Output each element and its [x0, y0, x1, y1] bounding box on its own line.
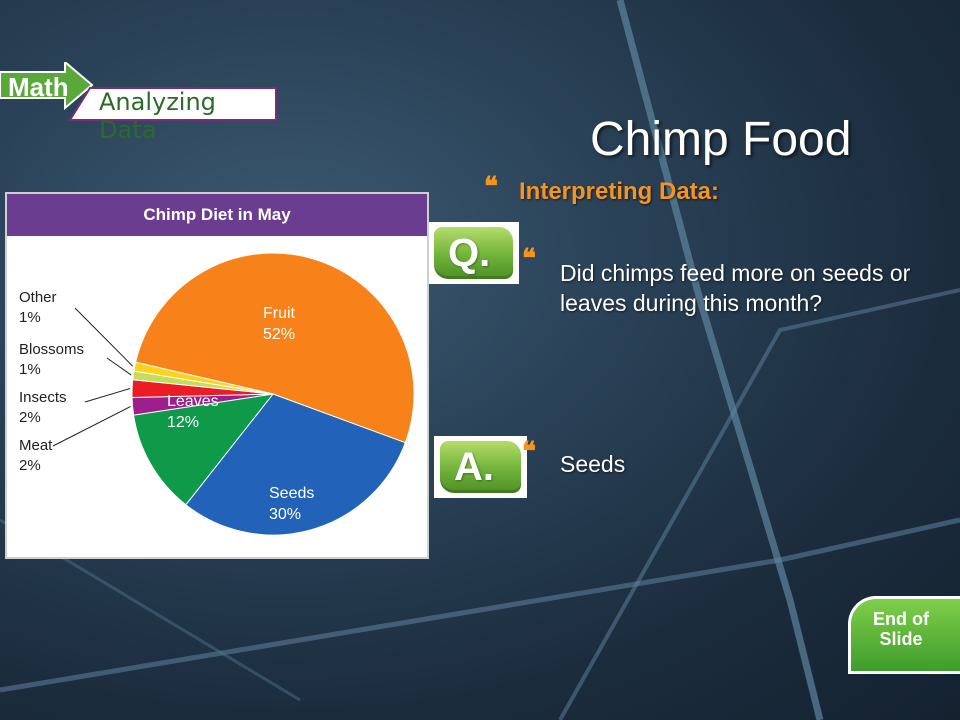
quote-bullet-icon: ❝	[484, 172, 498, 202]
slice-value-other: 1%	[19, 309, 41, 326]
analyzing-data-label: Analyzing Data	[99, 88, 216, 144]
math-label: Math	[8, 72, 69, 102]
pie-chart: Fruit 52% Seeds 30% Leaves 12% Meat 2% Insects 2%…	[19, 252, 415, 536]
answer-text: Seeds	[560, 451, 626, 477]
slice-value-blossoms: 1%	[19, 361, 41, 378]
chart-title: Chimp Diet in May	[143, 205, 291, 224]
slice-value-meat: 2%	[19, 457, 41, 474]
slice-name-seeds: Seeds	[269, 485, 314, 502]
slide-title: Chimp Food	[590, 113, 852, 166]
question-badge: Q.	[428, 222, 519, 284]
end-of-slide-button[interactable]: End of Slide	[848, 596, 960, 674]
pie-slice-seeds	[185, 393, 406, 536]
answer-badge: A.	[434, 436, 527, 498]
quote-bullet-icon: ❝	[522, 244, 536, 274]
question-badge-letter: Q.	[448, 231, 491, 275]
math-analyzing-data-banner: Math Analyzing Data	[0, 59, 280, 144]
answer-badge-letter: A.	[454, 445, 494, 489]
interpreting-data-heading: Interpreting Data:	[519, 178, 720, 205]
leader-line-insects	[84, 388, 131, 403]
chimp-diet-chart: Chimp Diet in May Fruit 52% Seeds 30% Leaves…	[5, 192, 429, 559]
banner-shape	[0, 59, 277, 121]
chart-header: Chimp Diet in May	[7, 194, 427, 236]
slice-name-blossoms: Blossoms	[19, 341, 84, 358]
slice-name-fruit: Fruit	[263, 305, 296, 322]
end-of-slide-label: End of Slide	[873, 609, 929, 649]
leader-line-meat	[52, 406, 131, 447]
pie-slice-leaves	[133, 393, 275, 506]
slice-value-seeds: 30%	[269, 506, 301, 523]
leader-line-other	[74, 307, 134, 367]
question-text: Did chimps feed more on seeds or leaves …	[560, 260, 911, 316]
leader-line-blossoms	[106, 357, 132, 376]
slice-name-leaves: Leaves	[167, 393, 219, 410]
slice-name-meat: Meat	[19, 437, 53, 454]
pie-slice-other	[133, 361, 274, 395]
slice-value-leaves: 12%	[167, 414, 199, 431]
slice-value-fruit: 52%	[263, 326, 295, 343]
slice-name-insects: Insects	[19, 389, 67, 406]
slice-name-other: Other	[19, 289, 57, 306]
slice-value-insects: 2%	[19, 409, 41, 426]
pie-slice-fruit	[135, 252, 415, 444]
quote-bullet-icon: ❝	[522, 437, 536, 467]
